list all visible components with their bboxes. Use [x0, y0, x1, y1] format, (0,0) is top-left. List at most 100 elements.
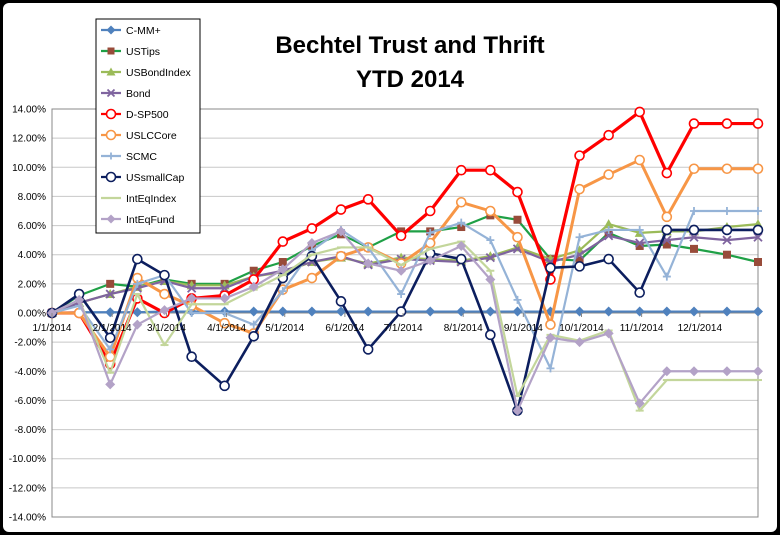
data-point [721, 224, 733, 236]
data-point [752, 224, 764, 236]
data-point [219, 380, 230, 392]
data-point [574, 150, 585, 161]
legend-item: D-SP500 [101, 108, 169, 121]
data-point [575, 233, 584, 242]
data-point [74, 294, 85, 305]
data-point [574, 261, 585, 272]
data-point [662, 272, 671, 281]
data-point [634, 106, 645, 118]
legend-marker [106, 214, 116, 224]
data-point [661, 366, 672, 377]
legend-label: SCMC [126, 151, 157, 163]
legend-item: C-MM+ [101, 25, 161, 37]
data-point [753, 366, 763, 377]
data-point [457, 223, 466, 232]
data-point [132, 253, 143, 265]
legend-label: Bond [126, 88, 151, 100]
data-point [187, 283, 197, 293]
legend-item: Bond [101, 88, 151, 100]
legend-label: USBondIndex [126, 67, 192, 79]
data-point [278, 258, 287, 266]
x-axis-ticks: 1/1/2014 2/1/2014 3/1/2014 4/1/2014 5/1/2014… [33, 313, 722, 334]
data-point [513, 295, 522, 304]
legend: C-MM+ USTips USBondIndex Bond D-SP500 USLCCor… [95, 18, 201, 234]
data-point [721, 366, 732, 377]
data-point [363, 258, 374, 269]
data-point [219, 317, 230, 329]
data-point [455, 253, 467, 265]
y-axis-ticks: 14.00% 12.00% 10.00% 8.00% 6.00% 4.00% 2.00% 0.… [9, 105, 46, 524]
x-tick-label: 10/1/2014 [559, 323, 604, 334]
legend-item: USTips [101, 46, 160, 58]
data-point [455, 164, 467, 176]
data-point [456, 306, 467, 317]
legend-marker [107, 152, 115, 160]
legend-label: USTips [126, 46, 160, 58]
x-tick-label: 2/1/2014 [93, 323, 132, 334]
data-point [132, 319, 143, 330]
data-point [485, 205, 496, 217]
legend-item: USBondIndex [101, 67, 192, 79]
data-point [395, 306, 407, 317]
data-point [485, 252, 495, 263]
data-point [395, 230, 407, 242]
y-tick-label: -10.00% [9, 454, 46, 465]
legend-marker [106, 25, 116, 35]
data-point [133, 279, 142, 288]
data-point [661, 211, 673, 223]
data-point [634, 287, 645, 298]
data-point [512, 306, 523, 317]
x-tick-label: 3/1/2014 [147, 323, 186, 334]
data-point [754, 207, 762, 215]
y-tick-label: 10.00% [12, 163, 46, 174]
y-tick-label: -6.00% [14, 396, 46, 407]
data-point [603, 219, 614, 229]
data-point [603, 306, 614, 317]
data-point [512, 231, 523, 243]
data-point [104, 332, 116, 344]
data-point [512, 405, 523, 416]
data-point [722, 207, 731, 215]
x-tick-label: 4/1/2014 [207, 323, 246, 334]
data-point [424, 205, 436, 217]
data-point [513, 215, 522, 224]
legend-label: IntEqIndex [126, 193, 177, 205]
legend-marker [106, 88, 116, 98]
data-point [248, 331, 260, 342]
y-tick-label: -8.00% [14, 425, 46, 436]
data-point [661, 306, 672, 317]
data-point [457, 218, 466, 227]
x-tick-label: 5/1/2014 [265, 323, 304, 334]
data-point [661, 167, 673, 179]
y-tick-label: 4.00% [18, 250, 46, 261]
legend-item: SCMC [101, 151, 157, 163]
gridlines [52, 108, 758, 518]
legend-label: IntEqFund [126, 214, 175, 226]
legend-item: IntEqFund [101, 214, 175, 226]
data-point [362, 344, 374, 355]
data-point [249, 320, 258, 329]
data-point [306, 238, 317, 249]
data-point [574, 183, 585, 195]
x-tick-label: 7/1/2014 [384, 323, 423, 334]
data-point [753, 232, 763, 242]
series-ussmallcap [46, 224, 764, 416]
data-point [306, 306, 317, 317]
legend-label: USsmallCap [126, 172, 185, 184]
data-point [456, 240, 467, 251]
legend-label: C-MM+ [126, 25, 161, 37]
data-point [634, 306, 645, 317]
data-point [575, 256, 584, 265]
y-tick-label: 0.00% [18, 309, 46, 320]
data-point [249, 266, 258, 275]
data-point [220, 309, 229, 317]
x-tick-label: 9/1/2014 [504, 323, 543, 334]
data-point [545, 332, 556, 343]
data-point [105, 289, 115, 299]
y-tick-label: 6.00% [18, 221, 46, 232]
data-point [397, 290, 406, 299]
y-tick-label: 2.00% [18, 279, 46, 290]
data-point [512, 186, 523, 198]
data-point [106, 279, 115, 288]
